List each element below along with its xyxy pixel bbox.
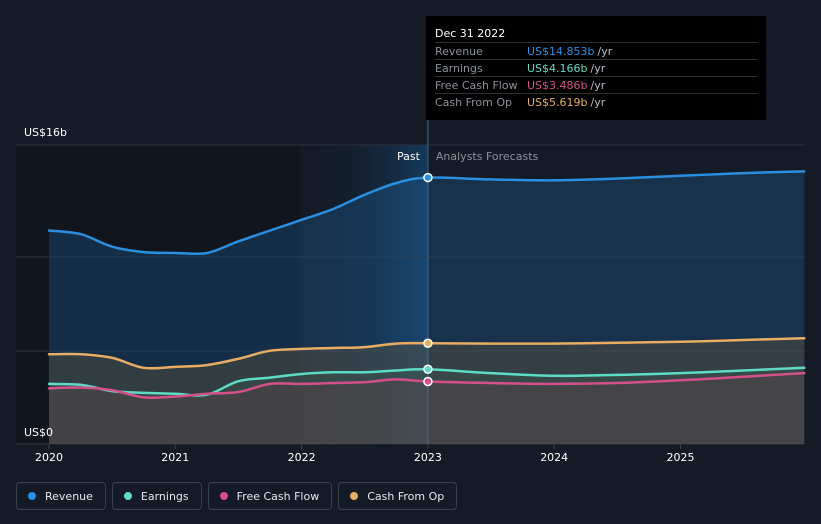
cash-from-op-area [49, 338, 805, 444]
tooltip-unit: /yr [590, 62, 606, 75]
tooltip-unit: /yr [590, 96, 606, 109]
tooltip-label: Cash From Op [435, 96, 513, 109]
free-cash-flow-point-marker [423, 376, 433, 387]
data-tooltip: Dec 31 2022 Revenue US$14.853b /yr Earni… [426, 16, 766, 120]
series-lines [47, 170, 806, 400]
legend-item-free-cash-flow[interactable]: Free Cash Flow [207, 482, 333, 510]
earnings-line [47, 366, 806, 397]
tooltip-label: Revenue [435, 45, 483, 58]
forecast-label: Analysts Forecasts [436, 150, 539, 163]
x-tick-label: 2020 [35, 451, 63, 464]
tooltip-value: US$3.486b [527, 79, 588, 92]
y-axis-top-label: US$16b [24, 126, 67, 139]
legend-label: Free Cash Flow [236, 489, 320, 503]
legend-dot-icon [350, 492, 359, 500]
gridlines [16, 144, 805, 445]
tooltip-row-free-cash-flow: Free Cash Flow US$3.486b /yr [435, 76, 757, 93]
tooltip-value: US$14.853b [527, 45, 595, 58]
cash-from-op-point-marker [423, 338, 433, 348]
legend-dot-icon [219, 492, 228, 500]
earnings-point-marker [423, 364, 433, 375]
x-tick-label: 2025 [667, 451, 695, 464]
tooltip-row-cash-from-op: Cash From Op US$5.619b /yr [435, 93, 757, 110]
legend-dot-icon [123, 492, 132, 500]
past-label: Past [397, 150, 421, 163]
revenue-line [47, 170, 806, 256]
tooltip-label: Free Cash Flow [435, 79, 518, 92]
free-cash-flow-area [49, 373, 805, 444]
legend-item-earnings[interactable]: Earnings [111, 482, 202, 510]
tooltip-value: US$5.619b [527, 96, 588, 109]
cash-from-op-line [47, 336, 806, 370]
legend-label: Earnings [140, 489, 189, 503]
earnings-area [49, 367, 805, 444]
legend-item-revenue[interactable]: Revenue [16, 482, 106, 510]
y-axis-bottom-label: US$0 [24, 426, 53, 439]
series-markers [423, 172, 433, 387]
legend-dot-icon [28, 492, 36, 500]
tooltip-label: Earnings [435, 62, 483, 75]
revenue-point-marker [423, 172, 433, 183]
x-tick-label: 2023 [414, 451, 442, 464]
tooltip-unit: /yr [597, 45, 613, 58]
tooltip-value: US$4.166b [527, 62, 588, 75]
x-tick-label: 2022 [288, 451, 316, 464]
legend-label: Revenue [45, 489, 93, 503]
legend-label: Cash From Op [367, 489, 445, 503]
chart-legend: Revenue Earnings Free Cash Flow Cash Fro… [16, 482, 458, 512]
legend-item-cash-from-op[interactable]: Cash From Op [338, 482, 458, 510]
free-cash-flow-line [47, 371, 806, 400]
tooltip-row-revenue: Revenue US$14.853b /yr [435, 42, 757, 59]
tooltip-date: Dec 31 2022 [435, 27, 506, 40]
x-tick-label: 2024 [540, 451, 568, 464]
x-axis-ticks: 2020 2021 2022 2023 2024 2025 [35, 444, 695, 464]
tooltip-row-earnings: Earnings US$4.166b /yr [435, 59, 757, 76]
tooltip-unit: /yr [590, 79, 606, 92]
x-tick-label: 2021 [161, 451, 189, 464]
